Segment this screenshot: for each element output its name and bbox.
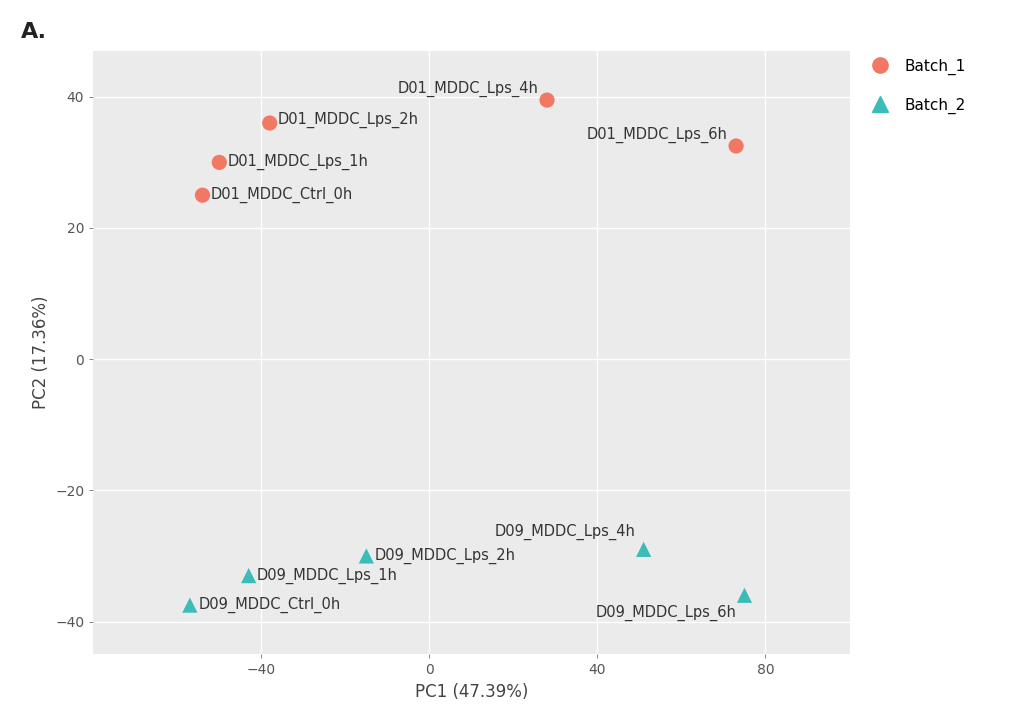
Text: A.: A. xyxy=(21,22,47,42)
Text: D01_MDDC_Lps_6h: D01_MDDC_Lps_6h xyxy=(586,126,727,142)
Point xyxy=(539,95,555,106)
Text: D09_MDDC_Ctrl_0h: D09_MDDC_Ctrl_0h xyxy=(198,597,341,613)
Text: D09_MDDC_Lps_2h: D09_MDDC_Lps_2h xyxy=(375,548,516,564)
Point xyxy=(261,117,278,129)
Point xyxy=(727,140,744,152)
Point xyxy=(635,544,652,555)
Y-axis label: PC2 (17.36%): PC2 (17.36%) xyxy=(31,296,50,409)
Point xyxy=(181,599,198,611)
Point xyxy=(240,570,257,582)
Text: D01_MDDC_Lps_1h: D01_MDDC_Lps_1h xyxy=(228,154,369,171)
Text: D09_MDDC_Lps_1h: D09_MDDC_Lps_1h xyxy=(257,568,398,584)
Text: D01_MDDC_Ctrl_0h: D01_MDDC_Ctrl_0h xyxy=(211,187,353,204)
Legend: Batch_1, Batch_2: Batch_1, Batch_2 xyxy=(865,59,966,114)
X-axis label: PC1 (47.39%): PC1 (47.39%) xyxy=(414,683,528,701)
Point xyxy=(211,156,228,168)
Text: D09_MDDC_Lps_4h: D09_MDDC_Lps_4h xyxy=(494,523,635,539)
Point xyxy=(194,189,210,201)
Text: D01_MDDC_Lps_4h: D01_MDDC_Lps_4h xyxy=(398,81,539,97)
Text: D01_MDDC_Lps_2h: D01_MDDC_Lps_2h xyxy=(278,112,420,128)
Point xyxy=(358,550,375,562)
Point xyxy=(737,590,753,601)
Text: D09_MDDC_Lps_6h: D09_MDDC_Lps_6h xyxy=(596,605,736,622)
